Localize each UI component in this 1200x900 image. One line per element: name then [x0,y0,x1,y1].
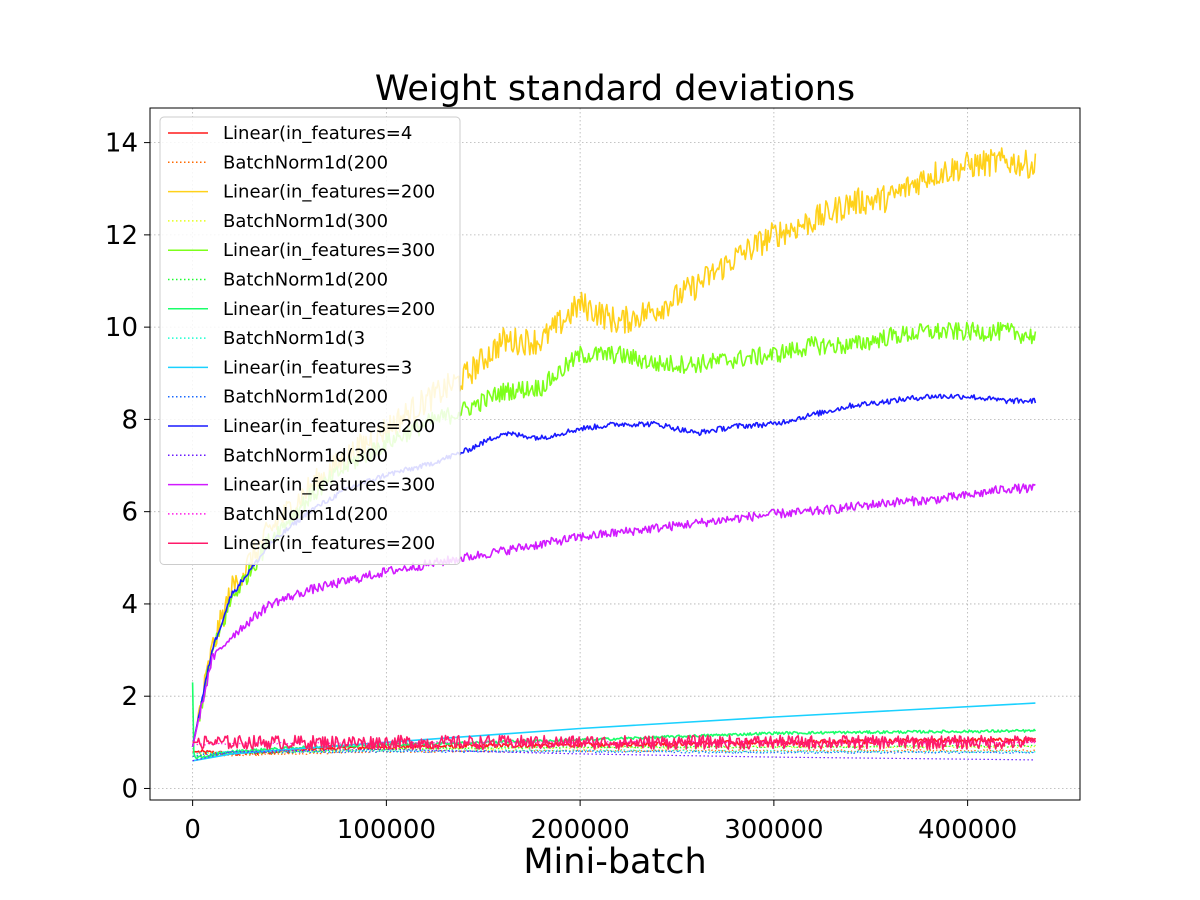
series-line-5 [192,744,1036,757]
legend-label: BatchNorm1d(200 [223,504,388,525]
legend-label: Linear(in_features=200 [223,416,435,437]
x-tick-label: 300000 [724,815,823,845]
axis-ticks: 0 100000 200000 300000 400000 0 2 4 6 8 10 12 14 [105,129,1017,845]
chart-title: Weight standard deviations [375,69,855,109]
y-tick-label: 4 [121,590,138,620]
legend-label: BatchNorm1d(200 [223,387,388,408]
legend-label: BatchNorm1d(200 [223,152,388,173]
legend-label: Linear(in_features=200 [223,533,435,554]
legend-label: Linear(in_features=300 [223,475,435,496]
legend-label: BatchNorm1d(3 [223,328,365,349]
y-tick-label: 2 [121,682,138,712]
x-axis-label: Mini-batch [523,842,706,882]
x-tick-label: 0 [184,815,201,845]
series-line-14 [192,734,1037,750]
legend-label: Linear(in_features=4 [223,123,412,144]
legend-label: Linear(in_features=200 [223,182,435,203]
legend-label: Linear(in_features=3 [223,357,412,378]
y-tick-label: 14 [105,129,138,159]
legend-label: BatchNorm1d(200 [223,270,388,291]
series-line-7 [192,749,1036,755]
legend-label: Linear(in_features=300 [223,240,435,261]
y-tick-label: 8 [121,405,138,435]
legend-label: Linear(in_features=200 [223,299,435,320]
y-tick-label: 0 [121,774,138,804]
x-tick-label: 100000 [337,815,436,845]
series-line-12 [191,483,1036,748]
x-tick-label: 200000 [530,815,629,845]
legend-label: BatchNorm1d(300 [223,445,388,466]
grid-lines [150,108,1080,800]
series-line-11 [192,748,1036,762]
y-tick-label: 10 [105,313,138,343]
plot-frame [149,107,1081,801]
series-line-8 [192,702,1036,762]
x-tick-label: 400000 [918,815,1017,845]
y-tick-label: 12 [105,221,138,251]
series-line-1 [192,749,1036,758]
legend-box [159,116,461,565]
series-line-9 [192,750,1036,757]
y-tick-label: 6 [121,498,138,528]
legend-label: BatchNorm1d(300 [223,211,388,232]
legend: Linear(in_features=4 BatchNorm1d(200 Linea… [159,116,461,565]
